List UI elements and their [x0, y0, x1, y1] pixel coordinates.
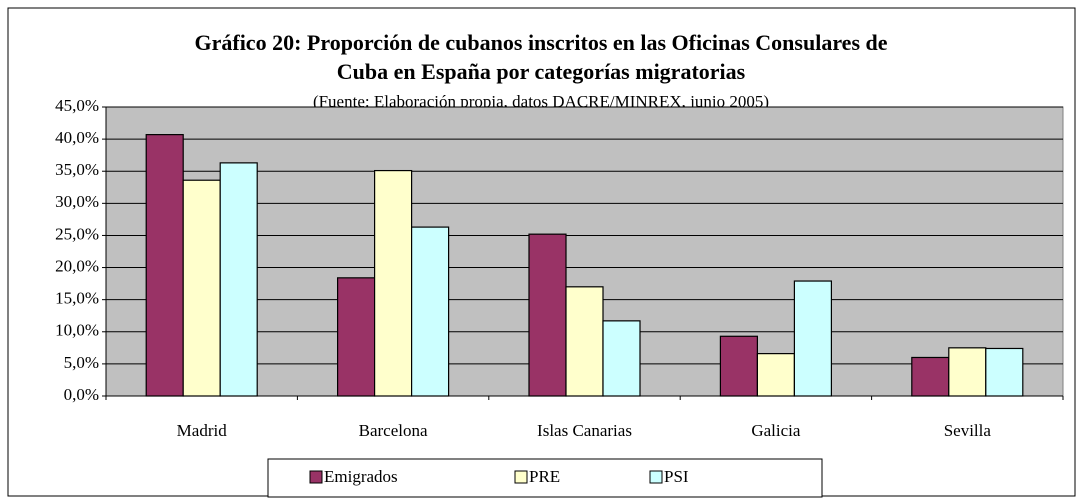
bar: [374, 169, 413, 397]
legend-swatch: [309, 470, 323, 484]
bar: [182, 179, 221, 397]
y-tick-label: 25,0%: [55, 224, 99, 243]
chart-subtitle: (Fuente: Elaboración propia, datos DACRE…: [313, 92, 769, 111]
bar: [602, 320, 641, 397]
legend-label: Emigrados: [324, 467, 398, 486]
y-tick-label: 15,0%: [55, 289, 99, 308]
legend-swatch: [649, 470, 663, 484]
bar: [985, 347, 1024, 397]
legend-swatch: [514, 470, 528, 484]
bar: [337, 277, 376, 397]
bar: [911, 356, 950, 397]
bar: [948, 347, 987, 397]
x-tick-label: Madrid: [177, 421, 228, 440]
y-tick-label: 0,0%: [64, 385, 99, 404]
y-tick-label: 20,0%: [55, 256, 99, 275]
y-tick-label: 45,0%: [55, 96, 99, 115]
bar: [565, 286, 604, 397]
bar: [411, 226, 450, 397]
bar: [719, 335, 759, 397]
y-tick-label: 35,0%: [55, 160, 99, 179]
legend-box: [267, 458, 823, 498]
bar: [793, 280, 833, 397]
x-tick-label: Galicia: [751, 421, 801, 440]
bar: [756, 353, 796, 397]
x-tick-label: Barcelona: [359, 421, 428, 440]
y-tick-label: 10,0%: [55, 321, 99, 340]
chart-title: Cuba en España por categorías migratoria…: [337, 59, 746, 84]
bar: [145, 134, 184, 397]
chart-title: Gráfico 20: Proporción de cubanos inscri…: [194, 30, 887, 55]
x-tick-label: Islas Canarias: [537, 421, 632, 440]
y-tick-label: 40,0%: [55, 128, 99, 147]
x-tick-label: Sevilla: [944, 421, 992, 440]
bar: [528, 233, 567, 397]
bar: [219, 162, 258, 397]
y-tick-label: 30,0%: [55, 192, 99, 211]
legend-label: PSI: [664, 467, 689, 486]
legend-label: PRE: [529, 467, 560, 486]
y-tick-label: 5,0%: [64, 353, 99, 372]
